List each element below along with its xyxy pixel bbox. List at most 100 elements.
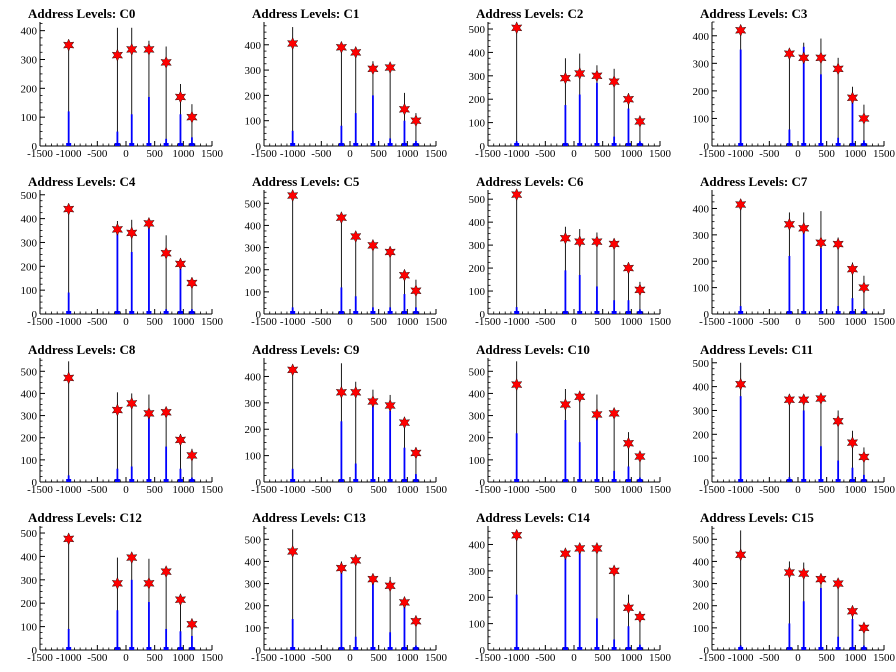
- x-tick-label: 0: [123, 484, 129, 496]
- y-tick-label: 100: [469, 118, 486, 130]
- x-tick-label: 0: [123, 316, 129, 328]
- y-tick-label: 200: [469, 94, 486, 106]
- histogram-base: [637, 143, 643, 146]
- x-tick-label: 500: [818, 652, 835, 664]
- peak-marker: [783, 47, 796, 61]
- x-tick-label: -1500: [251, 652, 277, 664]
- x-tick-label: 500: [370, 316, 387, 328]
- histogram-base: [818, 479, 824, 482]
- histogram-base: [861, 311, 867, 314]
- histogram-base: [370, 311, 376, 314]
- histogram-base: [637, 479, 643, 482]
- histogram-base: [625, 311, 631, 314]
- histogram-bar: [802, 601, 805, 650]
- histogram-bar: [116, 610, 119, 650]
- histogram-bar: [372, 307, 374, 314]
- y-tick-label: 200: [21, 433, 38, 445]
- histogram-bar: [67, 475, 70, 482]
- peak-marker: [350, 553, 362, 567]
- chart-title: Address Levels: C12: [28, 510, 142, 525]
- histogram-base: [514, 479, 520, 482]
- x-tick-label: 0: [571, 316, 577, 328]
- histogram-base: [353, 479, 359, 482]
- x-tick-label: -500: [311, 484, 332, 496]
- x-tick-label: -1500: [699, 652, 725, 664]
- y-tick-label: 300: [21, 411, 38, 423]
- peak-marker: [634, 114, 646, 128]
- y-tick-label: 100: [469, 455, 486, 467]
- x-tick-label: 1500: [425, 484, 448, 496]
- peak-marker: [160, 565, 172, 579]
- x-tick-label: 500: [818, 316, 835, 328]
- peak-marker: [815, 51, 827, 65]
- x-tick-label: 500: [146, 316, 163, 328]
- y-tick-label: 100: [21, 622, 38, 634]
- histogram-bar: [613, 300, 616, 314]
- x-tick-label: 0: [123, 652, 129, 664]
- y-tick-label: 300: [469, 566, 486, 578]
- histogram-bar: [820, 74, 822, 146]
- histogram-bar: [291, 307, 294, 314]
- chart-panel: 0 100 200 300 400 500 -1500 -1000 -500 0 500 1000 15…: [448, 336, 672, 504]
- y-tick-label: 0: [256, 477, 262, 489]
- chart-svg: 0 100 200 300 400 500 -1500 -1000 -500 0 500 1000 15…: [245, 526, 448, 664]
- histogram-base: [625, 479, 631, 482]
- histogram-bar: [165, 628, 168, 650]
- histogram-base: [594, 647, 600, 650]
- histogram-bar: [851, 298, 854, 314]
- x-tick-label: 1500: [649, 148, 672, 160]
- y-tick-label: 0: [480, 477, 486, 489]
- x-tick-label: 500: [370, 148, 387, 160]
- histogram-base: [401, 311, 407, 314]
- y-tick-label: 500: [693, 358, 710, 370]
- y-tick-label: 200: [21, 83, 38, 95]
- x-tick-label: 500: [146, 484, 163, 496]
- histogram-base: [338, 311, 344, 314]
- chart-panel: 0 100 200 300 400 500 -1500 -1000 -500 0 500 1000 15…: [0, 168, 224, 336]
- peak-marker: [186, 276, 198, 290]
- peak-marker: [634, 610, 646, 624]
- histogram-base: [786, 311, 792, 314]
- y-tick-label: 300: [21, 575, 38, 587]
- histogram-bar: [837, 306, 840, 314]
- peak-marker: [335, 40, 348, 54]
- y-tick-label: 400: [245, 371, 262, 383]
- y-tick-label: 300: [469, 240, 486, 252]
- peak-marker: [143, 406, 155, 420]
- peak-marker: [591, 407, 603, 421]
- x-tick-label: 0: [347, 484, 353, 496]
- histogram-bar: [820, 248, 822, 314]
- peak-marker: [815, 392, 827, 406]
- histogram-base: [353, 311, 359, 314]
- y-tick-label: 200: [245, 601, 262, 613]
- y-tick-label: 0: [704, 477, 710, 489]
- peak-marker: [634, 283, 646, 297]
- x-tick-label: 500: [594, 484, 611, 496]
- histogram-bar: [788, 129, 791, 146]
- y-tick-label: 200: [21, 598, 38, 610]
- histogram-bar: [340, 568, 343, 650]
- chart-panel: 0 100 200 300 400 500 -1500 -1000 -500 0 500 1000 15…: [448, 168, 672, 336]
- x-tick-label: -1500: [699, 148, 725, 160]
- y-tick-label: 100: [245, 116, 262, 128]
- histogram-bar: [564, 555, 567, 650]
- peak-marker: [511, 528, 523, 542]
- histogram-bar: [389, 632, 392, 650]
- histogram-base: [835, 647, 841, 650]
- chart-title: Address Levels: C7: [700, 174, 808, 189]
- y-tick-label: 400: [21, 214, 38, 226]
- peak-marker: [846, 91, 859, 105]
- x-tick-label: -1500: [699, 484, 725, 496]
- y-tick-label: 400: [469, 47, 486, 59]
- peak-marker: [832, 237, 844, 251]
- x-tick-label: -1000: [56, 148, 82, 160]
- histogram-base: [861, 647, 867, 650]
- x-tick-label: 1000: [844, 484, 867, 496]
- y-tick-label: 100: [21, 112, 38, 124]
- x-tick-label: 500: [594, 316, 611, 328]
- x-tick-label: 0: [571, 652, 577, 664]
- y-tick-label: 0: [704, 141, 710, 153]
- x-tick-label: 1000: [172, 148, 195, 160]
- histogram-bar: [788, 623, 791, 650]
- y-tick-label: 0: [32, 477, 38, 489]
